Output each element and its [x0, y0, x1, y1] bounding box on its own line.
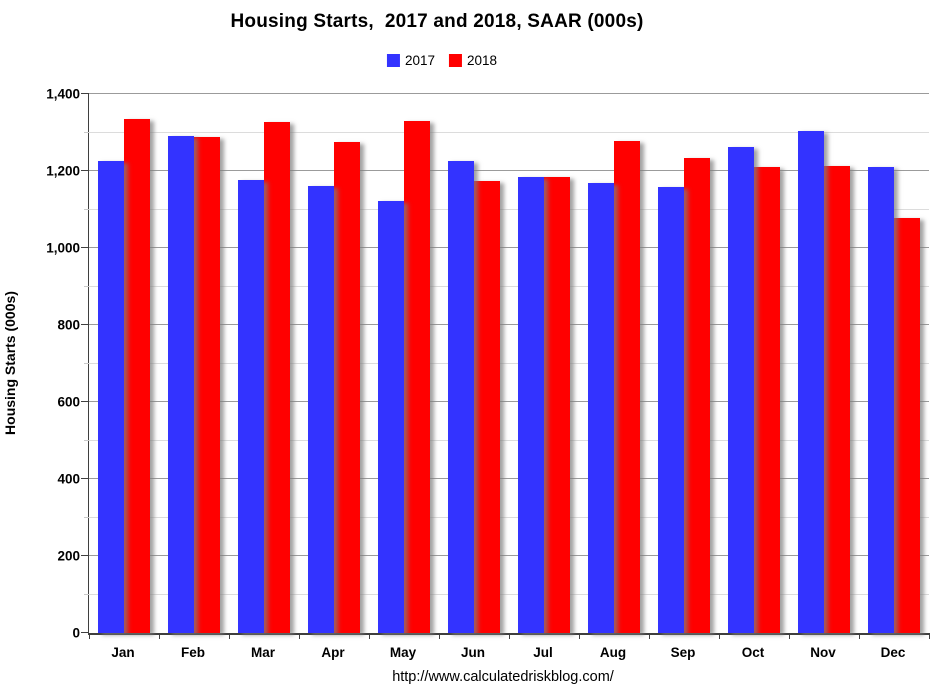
x-tick-label-jun: Jun [460, 645, 485, 660]
x-tick-7 [579, 633, 580, 639]
y-tick-1000 [81, 247, 89, 248]
minor-gridline-1300 [89, 131, 929, 133]
bar-2017-oct [728, 146, 754, 633]
y-tick-900 [84, 285, 89, 287]
x-tick-0 [89, 633, 90, 639]
bar-2017-nov [798, 131, 824, 633]
bar-2017-jan [98, 161, 124, 633]
x-tick-3 [299, 633, 300, 639]
bar-2018-oct [754, 167, 780, 633]
bar-2018-sep [684, 157, 710, 633]
minor-gridline-300 [89, 516, 929, 518]
x-tick-8 [649, 633, 650, 639]
bar-2018-may [404, 121, 430, 633]
x-tick-label-jan: Jan [111, 645, 135, 660]
y-tick-label-1200: 1,200 [46, 163, 80, 179]
x-tick-label-aug: Aug [599, 645, 627, 660]
y-tick-800 [81, 324, 89, 325]
y-tick-label-800: 800 [57, 317, 80, 333]
x-tick-1 [159, 633, 160, 639]
bar-2018-jan [124, 119, 150, 633]
y-tick-label-0: 0 [72, 625, 80, 641]
major-gridline-1400 [89, 93, 929, 94]
y-tick-label-400: 400 [57, 471, 80, 487]
x-tick-9 [719, 633, 720, 639]
y-tick-200 [81, 555, 89, 556]
y-tick-1100 [84, 208, 89, 210]
y-tick-400 [81, 478, 89, 479]
bar-2017-aug [588, 182, 614, 633]
bar-2017-sep [658, 187, 684, 633]
x-tick-10 [789, 633, 790, 639]
bar-2018-aug [614, 140, 640, 633]
minor-gridline-700 [89, 362, 929, 364]
major-gridline-200 [89, 555, 929, 556]
y-tick-1200 [81, 170, 89, 171]
chart-title: Housing Starts, 2017 and 2018, SAAR (000… [230, 11, 644, 32]
bar-2017-feb [168, 136, 194, 633]
x-tick-6 [509, 633, 510, 639]
minor-gridline-500 [89, 439, 929, 441]
y-tick-0 [81, 632, 89, 633]
bar-2017-jul [518, 176, 544, 633]
legend-item-2018: 2018 [449, 53, 497, 68]
bar-2018-jun [474, 180, 500, 633]
x-tick-4 [369, 633, 370, 639]
source-url: http://www.calculatedriskblog.com/ [392, 669, 614, 685]
legend-label-2017: 2017 [404, 53, 435, 68]
y-tick-300 [84, 516, 89, 518]
y-tick-500 [84, 439, 89, 441]
x-tick-12 [929, 633, 930, 639]
major-gridline-800 [89, 324, 929, 325]
major-gridline-1000 [89, 247, 929, 248]
y-tick-label-1000: 1,000 [46, 240, 80, 256]
y-tick-label-600: 600 [57, 394, 80, 410]
x-tick-11 [859, 633, 860, 639]
bar-2018-mar [264, 122, 290, 633]
y-tick-600 [81, 401, 89, 402]
minor-gridline-900 [89, 285, 929, 287]
y-tick-700 [84, 362, 89, 364]
x-tick-label-oct: Oct [741, 645, 765, 660]
y-tick-label-200: 200 [57, 548, 80, 564]
chart-legend: 2017 2018 [386, 53, 497, 68]
x-tick-label-jul: Jul [533, 645, 553, 660]
major-gridline-400 [89, 478, 929, 479]
bar-2018-dec [894, 217, 920, 633]
plot-area [81, 93, 930, 639]
x-tick-label-dec: Dec [880, 645, 906, 660]
bar-2018-apr [334, 141, 360, 633]
minor-gridline-100 [89, 593, 929, 595]
y-tick-1300 [84, 131, 89, 133]
y-axis-title: Housing Starts (000s) [2, 291, 18, 435]
bar-2017-may [378, 201, 404, 633]
y-tick-100 [84, 593, 89, 595]
y-tick-1400 [81, 93, 89, 94]
major-gridline-1200 [89, 170, 929, 171]
x-tick-label-nov: Nov [810, 645, 836, 660]
legend-label-2018: 2018 [467, 53, 498, 68]
major-gridline-600 [89, 401, 929, 402]
legend-swatch-2018 [449, 54, 462, 67]
x-tick-2 [229, 633, 230, 639]
bar-2017-apr [308, 185, 334, 633]
x-tick-5 [439, 633, 440, 639]
x-tick-label-mar: Mar [250, 645, 275, 660]
x-tick-label-sep: Sep [670, 645, 696, 660]
legend-swatch-2017 [386, 54, 400, 67]
minor-gridline-1100 [89, 208, 929, 210]
bar-2017-jun [448, 161, 474, 633]
bar-2018-feb [194, 137, 220, 633]
bar-2018-nov [824, 166, 850, 633]
bar-2017-mar [238, 179, 264, 633]
x-tick-label-feb: Feb [180, 645, 205, 660]
bar-2018-jul [544, 177, 570, 633]
x-tick-label-may: May [389, 645, 417, 660]
bar-2017-dec [868, 167, 894, 633]
x-tick-label-apr: Apr [321, 645, 345, 660]
legend-item-2017: 2017 [386, 53, 435, 68]
y-tick-label-1400: 1,400 [46, 86, 80, 102]
